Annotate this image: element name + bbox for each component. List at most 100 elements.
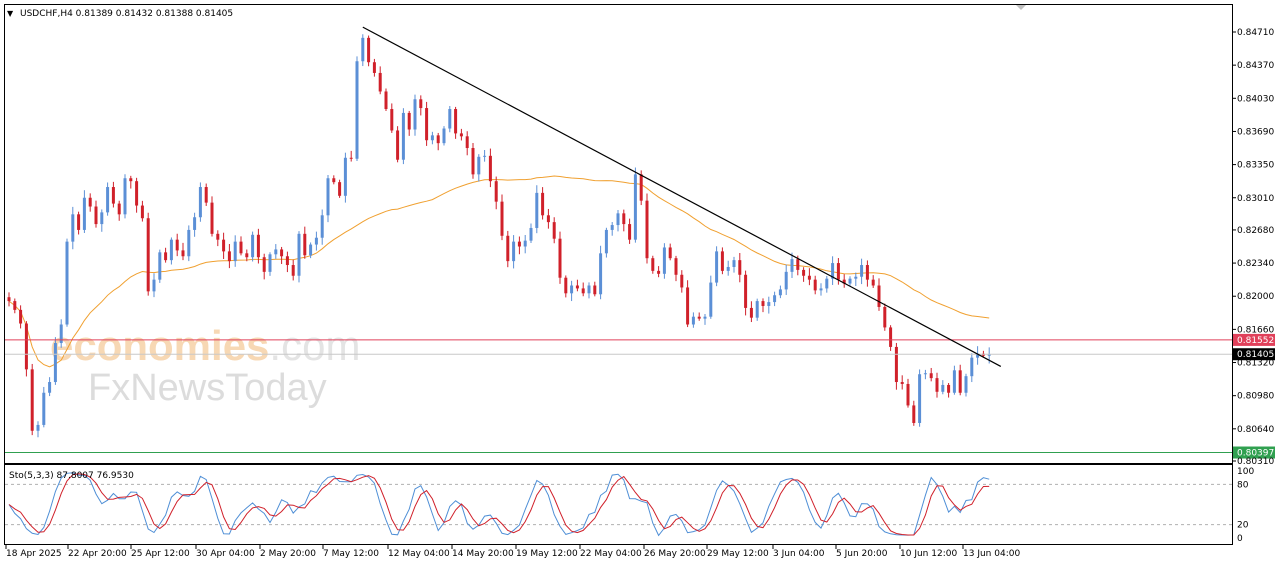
candle-bearish bbox=[77, 214, 81, 230]
candle-bearish bbox=[935, 378, 939, 392]
candle-bullish bbox=[976, 353, 980, 358]
candle-bearish bbox=[657, 270, 661, 274]
candle-bullish bbox=[309, 244, 313, 256]
candle-bearish bbox=[13, 301, 17, 310]
candle-bearish bbox=[239, 241, 243, 254]
price-tag-current bbox=[1233, 348, 1275, 361]
candle-bullish bbox=[848, 278, 852, 284]
x-tick-label: 3 Jun 04:00 bbox=[773, 549, 825, 559]
candle-bullish bbox=[767, 302, 771, 306]
candle-bullish bbox=[314, 237, 318, 245]
y-tick-label: 0.80980 bbox=[1237, 392, 1274, 402]
candle-bullish bbox=[964, 376, 968, 393]
price-tag-support bbox=[1233, 446, 1275, 459]
candle-bullish bbox=[610, 225, 614, 230]
candle-bearish bbox=[546, 215, 550, 223]
candle-bullish bbox=[784, 271, 788, 290]
candle-bullish bbox=[732, 260, 736, 267]
candle-bearish bbox=[471, 148, 475, 175]
candle-bearish bbox=[303, 233, 307, 256]
candle-bullish bbox=[535, 192, 539, 228]
candle-bullish bbox=[970, 357, 974, 377]
candle-bullish bbox=[570, 285, 574, 294]
candle-bearish bbox=[552, 222, 556, 239]
candle-bullish bbox=[477, 156, 481, 175]
candle-bullish bbox=[923, 373, 927, 375]
candle-bearish bbox=[210, 202, 214, 234]
candle-bearish bbox=[280, 249, 284, 257]
candle-bearish bbox=[135, 181, 139, 206]
x-tick-label: 2 May 20:00 bbox=[260, 549, 316, 559]
candle-bearish bbox=[129, 178, 133, 182]
candle-bearish bbox=[877, 285, 881, 307]
x-tick-label: 10 Jun 12:00 bbox=[900, 549, 957, 559]
collapse-triangle-icon[interactable]: ▼ bbox=[7, 9, 14, 18]
candle-bearish bbox=[738, 260, 742, 275]
candle-bullish bbox=[523, 240, 527, 247]
candle-bullish bbox=[755, 301, 759, 318]
candle-bearish bbox=[906, 383, 910, 406]
candle-bearish bbox=[494, 181, 498, 202]
stoch-level-label: 80 bbox=[1237, 480, 1249, 490]
candle-bearish bbox=[378, 72, 382, 92]
candle-bearish bbox=[7, 297, 11, 302]
candle-bearish bbox=[668, 247, 672, 259]
candle-bearish bbox=[883, 306, 887, 328]
candle-bullish bbox=[703, 316, 707, 319]
candle-bearish bbox=[262, 257, 266, 272]
candle-bearish bbox=[796, 259, 800, 270]
trendline[interactable] bbox=[362, 26, 1002, 367]
candle-bearish bbox=[24, 323, 28, 370]
candle-bearish bbox=[628, 224, 632, 240]
candle-bearish bbox=[285, 256, 289, 266]
candle-bullish bbox=[355, 61, 359, 159]
candle-bullish bbox=[36, 424, 40, 431]
candle-bearish bbox=[419, 99, 423, 109]
candle-bullish bbox=[413, 99, 417, 130]
candle-bullish bbox=[825, 278, 829, 289]
price-tag-label: 0.81405 bbox=[1237, 350, 1274, 360]
candle-bullish bbox=[233, 241, 237, 262]
candle-bullish bbox=[941, 384, 945, 392]
x-tick-label: 22 May 04:00 bbox=[580, 549, 642, 559]
stoch-label: Sto(5,3,3) 87.8007 76.9530 bbox=[9, 471, 134, 481]
y-tick-label: 0.84710 bbox=[1237, 28, 1274, 38]
candle-bearish bbox=[807, 275, 811, 280]
candle-bearish bbox=[459, 133, 463, 137]
candle-bearish bbox=[541, 192, 545, 216]
y-tick-label: 0.82340 bbox=[1237, 259, 1274, 269]
candle-bullish bbox=[448, 109, 452, 129]
candle-bullish bbox=[320, 215, 324, 238]
candle-bearish bbox=[407, 112, 411, 130]
candle-bullish bbox=[831, 263, 835, 279]
candle-bearish bbox=[871, 279, 875, 286]
candle-bullish bbox=[662, 247, 666, 274]
x-tick-label: 13 Jun 04:00 bbox=[963, 549, 1020, 559]
candle-bearish bbox=[749, 307, 753, 318]
candle-bearish bbox=[332, 178, 336, 183]
stoch-signal-line bbox=[8, 473, 990, 536]
candle-bearish bbox=[372, 62, 376, 73]
candle-bearish bbox=[204, 187, 208, 203]
candle-bearish bbox=[216, 233, 220, 240]
candle-bullish bbox=[71, 214, 75, 242]
x-tick-label: 26 May 20:00 bbox=[644, 549, 706, 559]
candle-bullish bbox=[53, 343, 57, 383]
scroll-marker-icon[interactable] bbox=[1016, 5, 1026, 10]
candle-bullish bbox=[187, 229, 191, 257]
candle-bearish bbox=[140, 205, 144, 219]
candle-bullish bbox=[616, 213, 620, 226]
candle-bullish bbox=[987, 354, 991, 356]
candle-bearish bbox=[245, 253, 249, 258]
y-tick-label: 0.84030 bbox=[1237, 94, 1274, 104]
candle-bearish bbox=[912, 405, 916, 423]
candle-bearish bbox=[645, 200, 649, 259]
candle-bearish bbox=[500, 201, 504, 236]
candle-bearish bbox=[581, 288, 585, 294]
candle-bearish bbox=[454, 109, 458, 134]
candle-bullish bbox=[123, 178, 127, 215]
candle-bullish bbox=[512, 241, 516, 262]
candle-bullish bbox=[401, 112, 405, 160]
candle-bullish bbox=[778, 289, 782, 296]
